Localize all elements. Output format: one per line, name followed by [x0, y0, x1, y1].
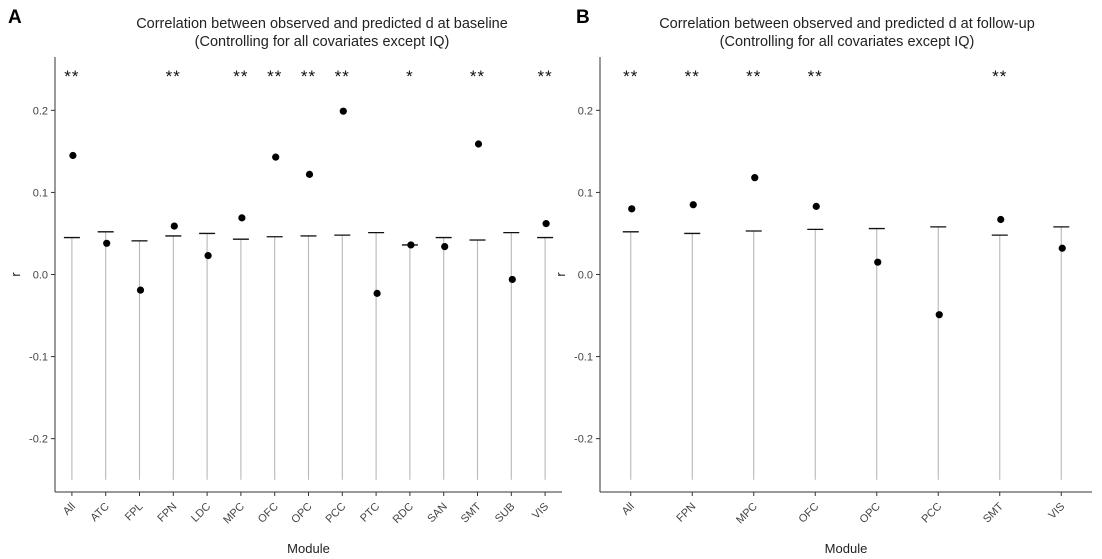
data-point: [170, 222, 178, 230]
y-tick-label: 0.0: [33, 270, 48, 282]
data-point: [407, 241, 415, 249]
data-point: [751, 174, 759, 182]
x-tick-label: ATC: [88, 501, 112, 525]
chart-subtitle: (Controlling for all covariates except I…: [195, 34, 450, 50]
y-tick-label: -0.2: [574, 434, 593, 446]
data-point: [204, 252, 212, 260]
significance-label: **: [746, 67, 761, 86]
x-tick-label: OPC: [289, 501, 314, 526]
significance-label: **: [470, 67, 485, 86]
x-tick-label: FPN: [155, 501, 179, 525]
significance-label: **: [233, 67, 248, 86]
data-point: [103, 239, 111, 247]
significance-label: **: [335, 67, 350, 86]
data-point: [508, 275, 516, 284]
significance-label: **: [808, 67, 823, 86]
x-axis-title: Module: [825, 541, 868, 556]
data-point: [935, 311, 943, 319]
y-tick-label: 0.1: [578, 187, 593, 199]
x-tick-label: PCC: [324, 501, 349, 526]
chart-title: Correlation between observed and predict…: [136, 16, 508, 32]
data-point: [238, 214, 246, 222]
data-point: [997, 215, 1005, 224]
x-tick-label: SUB: [493, 501, 517, 525]
data-point: [373, 289, 381, 297]
x-tick-label: PCC: [919, 501, 944, 526]
x-tick-label: FPN: [674, 501, 698, 525]
panel-letter-a: A: [8, 7, 22, 28]
data-point: [339, 107, 347, 115]
x-tick-label: SAN: [425, 501, 450, 526]
x-tick-label: PTC: [358, 501, 382, 525]
significance-label: **: [685, 67, 700, 86]
y-tick-label: 0.2: [578, 105, 593, 117]
data-point: [542, 220, 550, 228]
data-point: [812, 202, 820, 210]
chart-title: Correlation between observed and predict…: [659, 16, 1035, 32]
x-tick-label: VIS: [1046, 501, 1067, 522]
data-point: [474, 140, 483, 148]
panel-letter-b: B: [576, 7, 590, 28]
x-tick-label: All: [61, 501, 78, 518]
data-point: [628, 205, 636, 213]
significance-label: **: [537, 67, 552, 86]
x-tick-label: SMT: [459, 500, 484, 525]
significance-label: **: [166, 67, 181, 86]
y-tick-label: 0.0: [578, 270, 593, 282]
data-point: [1058, 244, 1066, 252]
data-point: [272, 153, 280, 161]
x-tick-label: RDC: [391, 501, 416, 526]
chart-subtitle: (Controlling for all covariates except I…: [720, 34, 975, 50]
significance-label: **: [301, 67, 316, 86]
panel-a-chart: Correlation between observed and predict…: [8, 16, 562, 556]
x-tick-label: OPC: [858, 501, 883, 526]
significance-label: **: [992, 67, 1007, 86]
data-point: [441, 242, 449, 251]
data-point: [305, 170, 314, 178]
y-tick-label: 0.2: [33, 105, 48, 117]
x-tick-label: FPL: [123, 501, 146, 524]
significance-label: **: [267, 67, 282, 86]
significance-label: *: [406, 67, 414, 86]
data-point: [136, 286, 145, 294]
x-tick-label: OFC: [796, 501, 821, 526]
y-tick-label: 0.1: [33, 187, 48, 199]
x-tick-label: LDC: [189, 501, 213, 525]
x-tick-label: MPC: [734, 501, 760, 527]
x-tick-label: MPC: [221, 501, 247, 527]
y-axis-title: r: [8, 272, 23, 277]
data-point: [69, 151, 77, 160]
x-tick-label: OFC: [256, 501, 281, 526]
y-tick-label: -0.1: [574, 352, 593, 364]
data-point: [689, 201, 697, 209]
significance-label: **: [64, 67, 79, 86]
x-tick-label: SMT: [981, 500, 1006, 525]
significance-label: **: [623, 67, 638, 86]
panel-b-chart: Correlation between observed and predict…: [553, 16, 1092, 556]
x-axis-title: Module: [287, 541, 330, 556]
y-tick-label: -0.2: [29, 434, 48, 446]
x-tick-label: VIS: [530, 501, 551, 522]
y-tick-label: -0.1: [29, 352, 48, 364]
y-axis-title: r: [553, 272, 568, 277]
x-tick-label: All: [620, 501, 637, 518]
data-point: [874, 258, 882, 266]
